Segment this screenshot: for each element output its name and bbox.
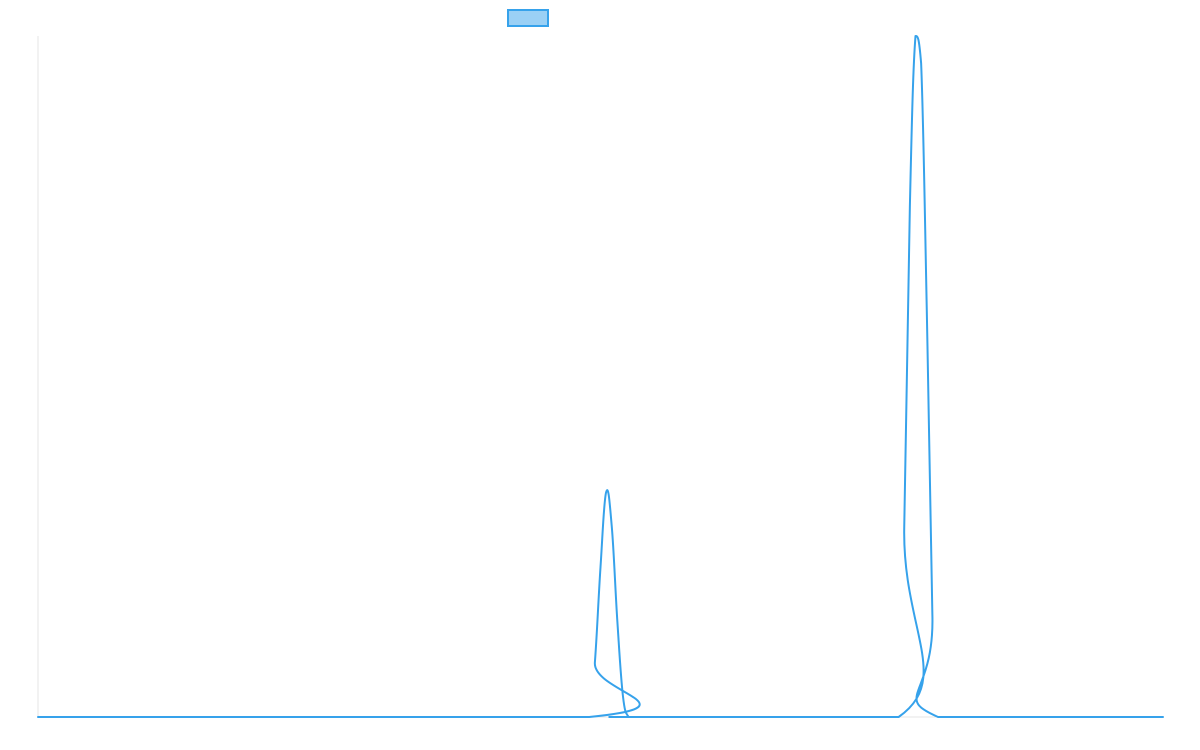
legend[interactable] (507, 9, 549, 27)
series-line-0 (37, 35, 1164, 719)
axes (37, 36, 1163, 718)
series-layer (37, 35, 1164, 719)
legend-swatch[interactable] (507, 9, 549, 27)
